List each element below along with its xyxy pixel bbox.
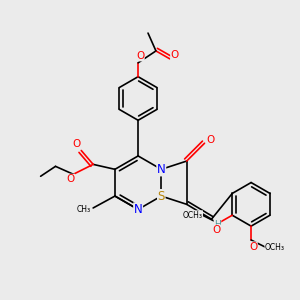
Text: O: O	[249, 242, 257, 252]
Text: O: O	[136, 51, 144, 61]
Text: O: O	[72, 139, 80, 148]
Text: O: O	[206, 135, 214, 145]
Text: CH₃: CH₃	[76, 206, 90, 214]
Text: O: O	[171, 50, 179, 60]
Text: OCH₃: OCH₃	[265, 243, 285, 252]
Text: S: S	[158, 190, 165, 202]
Text: OCH₃: OCH₃	[183, 211, 202, 220]
Text: N: N	[134, 203, 142, 216]
Text: H: H	[214, 220, 221, 229]
Text: O: O	[212, 225, 220, 235]
Text: N: N	[157, 163, 166, 176]
Text: O: O	[66, 174, 74, 184]
